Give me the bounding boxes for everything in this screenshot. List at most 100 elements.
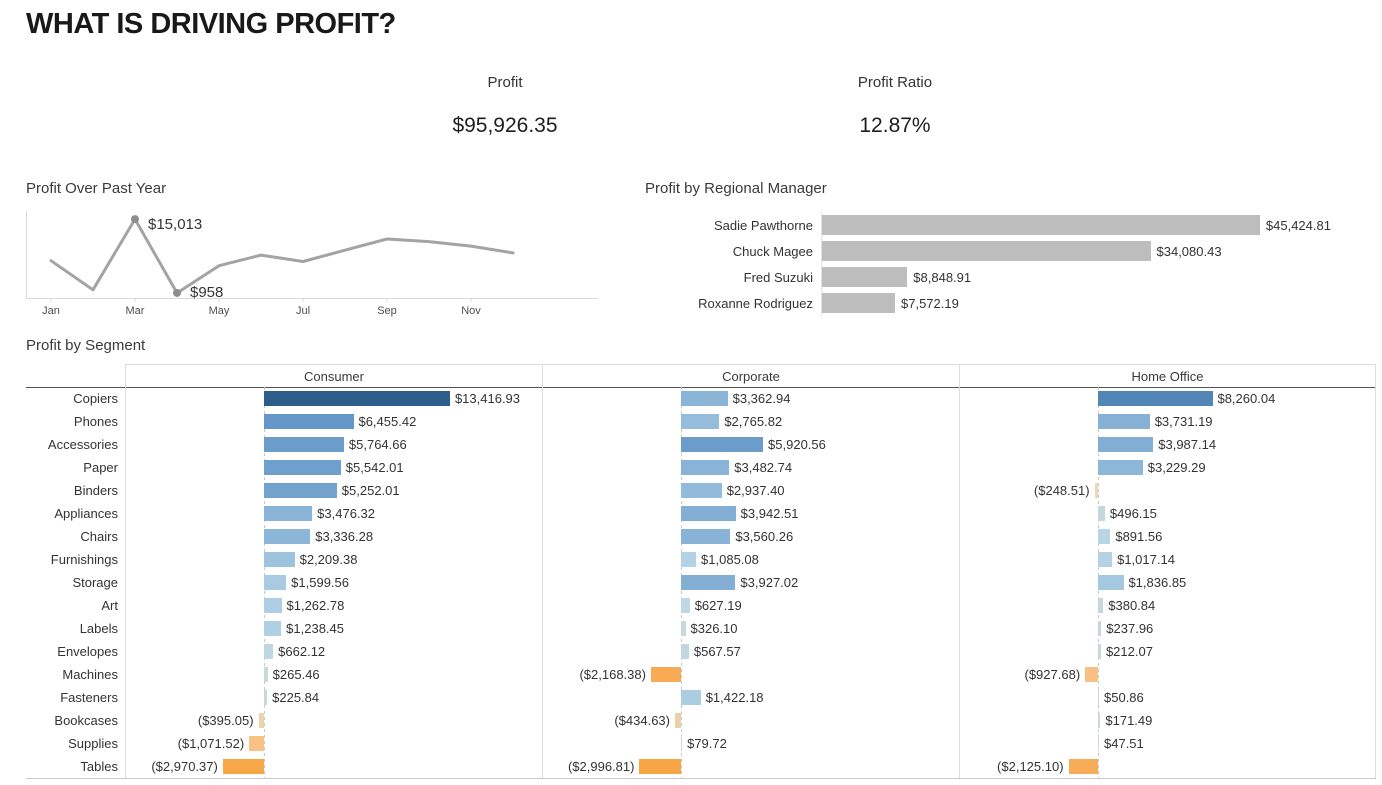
manager-row: Chuck Magee $34,080.43 <box>645 238 1365 264</box>
segment-bar[interactable] <box>681 529 731 544</box>
segment-bar[interactable] <box>264 667 268 682</box>
segment-bar[interactable] <box>1098 644 1101 659</box>
profit-by-segment-chart: Copiers Phones Accessories Paper Binders Appl… <box>26 364 1376 779</box>
segment-bar[interactable] <box>1098 575 1124 590</box>
segment-bar[interactable] <box>681 414 720 429</box>
page-title: WHAT IS DRIVING PROFIT? <box>26 8 396 40</box>
segment-bar-row: $1,836.85 <box>960 571 1377 594</box>
segment-bar[interactable] <box>264 437 344 452</box>
segment-bar[interactable] <box>222 759 265 774</box>
segment-row-label: Copiers <box>73 391 118 406</box>
segment-bar-row: $326.10 <box>543 617 960 640</box>
manager-bar[interactable] <box>822 293 895 313</box>
segment-bar[interactable] <box>681 552 696 567</box>
manager-name-label: Fred Suzuki <box>743 269 813 285</box>
segment-bar[interactable] <box>681 506 736 521</box>
manager-bar-value: $7,572.19 <box>901 295 959 311</box>
segment-bar[interactable] <box>650 667 682 682</box>
segment-bar-value: $1,017.14 <box>1117 552 1175 567</box>
segment-bar[interactable] <box>258 713 265 728</box>
segment-bar[interactable] <box>264 414 354 429</box>
profit-over-past-year-chart[interactable]: Jan Mar May Jul Sep Nov $15,013 $958 <box>26 203 604 323</box>
segment-bar-value: $79.72 <box>687 736 727 751</box>
segment-bar-row: $3,362.94 <box>543 387 960 410</box>
segment-bar-value: ($2,970.37) <box>151 759 218 774</box>
segment-bar[interactable] <box>1098 690 1099 705</box>
segment-row-labels: Copiers Phones Accessories Paper Binders Appl… <box>26 387 125 778</box>
segment-bar[interactable] <box>1098 621 1102 636</box>
segment-bar[interactable] <box>639 759 681 774</box>
manager-bar-value: $45,424.81 <box>1265 217 1331 233</box>
segment-bar[interactable] <box>681 460 730 475</box>
segment-bar-value: ($2,168.38) <box>579 667 646 682</box>
manager-name-label: Sadie Pawthorne <box>713 217 813 233</box>
segment-bar[interactable] <box>264 598 282 613</box>
segment-bar-row: $1,262.78 <box>126 594 543 617</box>
segment-bar-row: $380.84 <box>960 594 1377 617</box>
segment-bar[interactable] <box>681 621 686 636</box>
segment-bar-value: $1,238.45 <box>286 621 344 636</box>
segment-bar-row: $13,416.93 <box>126 387 543 410</box>
segment-row-label: Tables <box>80 759 118 774</box>
segment-bar-value: $2,765.82 <box>724 414 783 429</box>
segment-bar[interactable] <box>681 437 764 452</box>
segment-bar[interactable] <box>264 529 311 544</box>
segment-bar[interactable] <box>1085 667 1099 682</box>
segment-bar-value: ($248.51) <box>1033 483 1090 498</box>
manager-bar[interactable] <box>822 215 1260 235</box>
segment-bar[interactable] <box>1098 552 1113 567</box>
segment-bar[interactable] <box>681 736 683 751</box>
segment-bar-row: $171.49 <box>960 709 1377 732</box>
segment-bar-row: $5,920.56 <box>543 433 960 456</box>
segment-bar[interactable] <box>681 598 690 613</box>
segment-bar[interactable] <box>681 575 736 590</box>
segment-bar[interactable] <box>1094 483 1098 498</box>
header-divider <box>26 387 1376 388</box>
segment-bar[interactable] <box>1098 529 1111 544</box>
segment-bar[interactable] <box>1068 759 1099 774</box>
segment-bar[interactable] <box>264 483 337 498</box>
segment-bar[interactable] <box>674 713 681 728</box>
segment-bar[interactable] <box>264 460 341 475</box>
segment-bar-row: $237.96 <box>960 617 1377 640</box>
segment-bar-value: $47.51 <box>1104 736 1144 751</box>
segment-bar[interactable] <box>264 506 313 521</box>
segment-bar-value: $5,920.56 <box>768 437 826 452</box>
manager-bar[interactable] <box>822 267 908 287</box>
segment-bar[interactable] <box>1098 414 1150 429</box>
segment-bar[interactable] <box>1098 460 1143 475</box>
segment-bar-row: ($2,970.37) <box>126 755 543 778</box>
segment-bar[interactable] <box>264 391 450 406</box>
line-marker[interactable] <box>173 288 181 297</box>
segment-bar[interactable] <box>681 690 701 705</box>
segment-bar-value: $380.84 <box>1108 598 1156 613</box>
segment-bar[interactable] <box>264 621 282 636</box>
segment-bar-row: $2,765.82 <box>543 410 960 433</box>
manager-bar[interactable] <box>822 241 1151 261</box>
segment-bar[interactable] <box>1098 437 1154 452</box>
segment-bar-value: $3,482.74 <box>734 460 793 475</box>
segment-bar-value: $1,262.78 <box>286 598 345 613</box>
segment-bar[interactable] <box>1098 391 1213 406</box>
segment-bar[interactable] <box>1098 736 1099 751</box>
segment-bar[interactable] <box>264 552 295 567</box>
segment-bar[interactable] <box>249 736 265 751</box>
segment-bar-value: $2,937.40 <box>726 483 785 498</box>
profit-line[interactable] <box>49 217 515 295</box>
segment-bar[interactable] <box>264 690 268 705</box>
segment-bar-row: ($248.51) <box>960 479 1377 502</box>
segment-bar[interactable] <box>264 644 274 659</box>
line-marker[interactable] <box>131 215 139 224</box>
segment-bar-row: $3,336.28 <box>126 525 543 548</box>
segment-bar[interactable] <box>1098 713 1101 728</box>
segment-bar[interactable] <box>264 575 287 590</box>
segment-bar[interactable] <box>1098 598 1104 613</box>
segment-bar[interactable] <box>681 644 689 659</box>
manager-row: Fred Suzuki $8,848.91 <box>645 264 1365 290</box>
segment-bar[interactable] <box>681 483 722 498</box>
segment-bar[interactable] <box>1098 506 1105 521</box>
segment-row-label: Storage <box>72 575 118 590</box>
segment-bar[interactable] <box>681 391 728 406</box>
kpi-profit: Profit $95,926.35 <box>395 74 615 138</box>
